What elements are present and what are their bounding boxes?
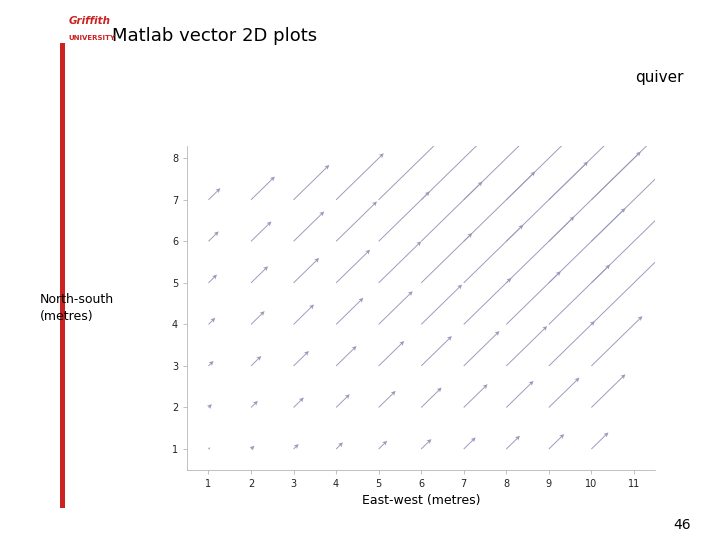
Text: North-south
(metres): North-south (metres) bbox=[40, 293, 114, 323]
Text: 46: 46 bbox=[674, 518, 691, 532]
Text: quiver: quiver bbox=[636, 70, 684, 85]
Text: Griffith: Griffith bbox=[68, 16, 110, 26]
X-axis label: East-west (metres): East-west (metres) bbox=[362, 495, 480, 508]
Text: Matlab vector 2D plots: Matlab vector 2D plots bbox=[112, 27, 317, 45]
Text: UNIVERSITY: UNIVERSITY bbox=[68, 35, 115, 41]
